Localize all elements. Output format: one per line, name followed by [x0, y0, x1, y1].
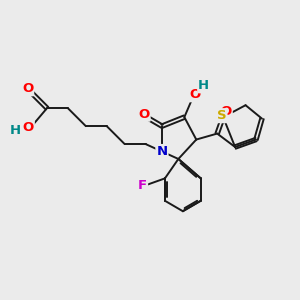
Text: O: O — [22, 121, 34, 134]
Text: H: H — [10, 124, 21, 137]
Text: S: S — [217, 109, 226, 122]
Text: O: O — [138, 108, 150, 121]
Text: O: O — [189, 88, 200, 101]
Text: F: F — [138, 179, 147, 192]
Text: O: O — [22, 82, 33, 95]
Text: O: O — [220, 105, 232, 118]
Text: H: H — [198, 79, 209, 92]
Text: N: N — [156, 145, 167, 158]
